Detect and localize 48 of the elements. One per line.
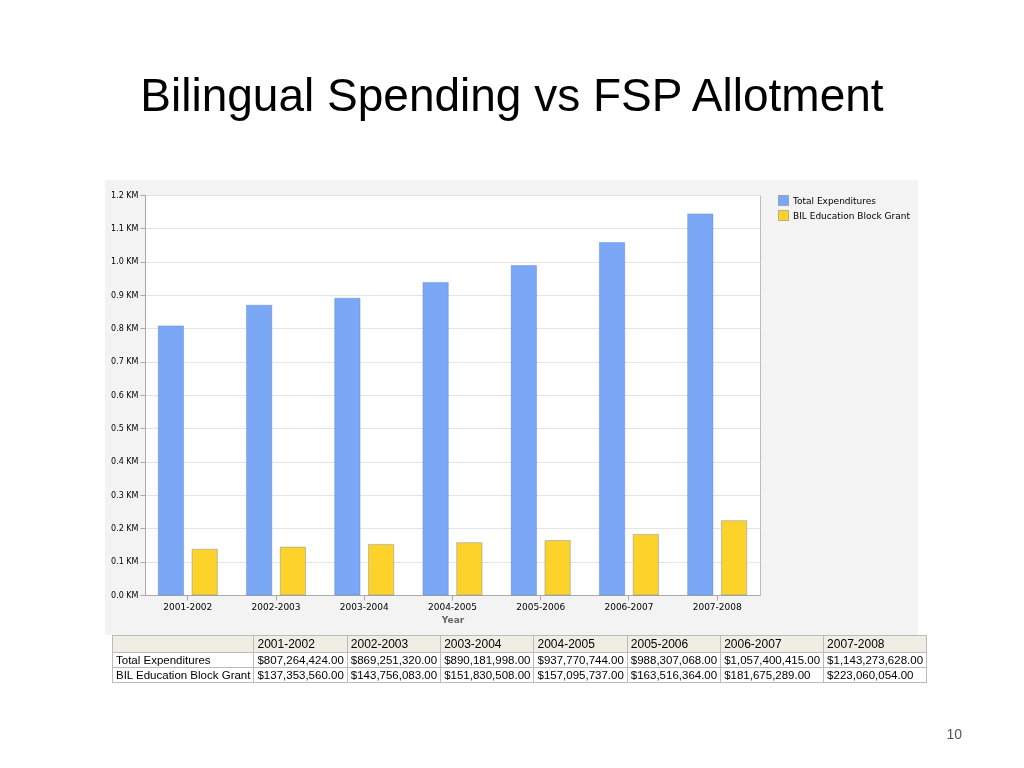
text: $143,756,083.00 xyxy=(347,667,441,683)
category-label: 2007-2008 xyxy=(827,637,885,651)
text: $151,830,508.00 xyxy=(440,667,534,683)
text: $163,516,364.00 xyxy=(627,667,721,683)
category-label: 2006-2007 xyxy=(724,637,782,651)
text: $137,353,560.00 xyxy=(253,667,348,683)
category-label: 2001-2002 xyxy=(257,637,315,651)
y-tick-label: 0.9 KM xyxy=(111,290,139,300)
category-label: 2004-2005 xyxy=(537,637,595,651)
text: $223,060,054.00 xyxy=(823,667,927,683)
y-tick-label: 0.1 KM xyxy=(111,557,139,567)
category-label: 2003-2004 xyxy=(444,637,502,651)
text: $937,770,744.00 xyxy=(533,652,628,668)
text: $869,251,320.00 xyxy=(347,652,441,668)
y-tick-label: 0.4 KM xyxy=(111,457,139,467)
text: $807,264,424.00 xyxy=(253,652,348,668)
y-tick-label: 0.3 KM xyxy=(111,490,139,500)
x-axis-title: Year xyxy=(440,614,465,625)
x-tick-label: 2001-2002 xyxy=(163,601,213,612)
legend-label: Total Expenditures xyxy=(792,195,877,206)
category-label: 2005-2006 xyxy=(630,637,689,651)
y-tick-label: 0.5 KM xyxy=(111,423,139,433)
y-tick-label: 0.6 KM xyxy=(111,390,139,400)
text: 10 xyxy=(946,726,962,742)
text: $181,675,289.00 xyxy=(720,667,824,683)
y-tick-label: 0.7 KM xyxy=(111,357,139,367)
y-tick-label: 0.8 KM xyxy=(111,323,139,333)
text: BIL Education Block Grant xyxy=(116,669,251,681)
y-tick-label: 1.2 KM xyxy=(111,190,139,200)
text: Total Expenditures xyxy=(116,654,211,666)
text: $890,181,998.00 xyxy=(440,652,534,668)
x-tick-label: 2002-2003 xyxy=(251,601,301,612)
x-tick-label: 2003-2004 xyxy=(339,601,390,612)
legend-label: BIL Education Block Grant xyxy=(793,210,911,221)
text: $988,307,068.00 xyxy=(627,652,721,668)
text: $1,057,400,415.00 xyxy=(720,652,824,668)
x-tick-label: 2005-2006 xyxy=(516,601,566,612)
chart-title: Bilingual Spending vs FSP Allotment xyxy=(139,68,885,122)
category-label: 2002-2003 xyxy=(350,637,409,651)
y-tick-label: 1.1 KM xyxy=(111,223,139,233)
x-tick-label: 2004-2005 xyxy=(427,601,478,612)
x-tick-label: 2007-2008 xyxy=(692,601,742,612)
y-tick-label: 0.2 KM xyxy=(111,523,139,533)
text: $1,143,273,628.00 xyxy=(823,652,927,668)
x-tick-label: 2006-2007 xyxy=(604,601,654,612)
text: $157,095,737.00 xyxy=(533,667,628,683)
y-tick-label: 1.0 KM xyxy=(111,257,139,267)
y-tick-label: 0.0 KM xyxy=(111,590,139,600)
